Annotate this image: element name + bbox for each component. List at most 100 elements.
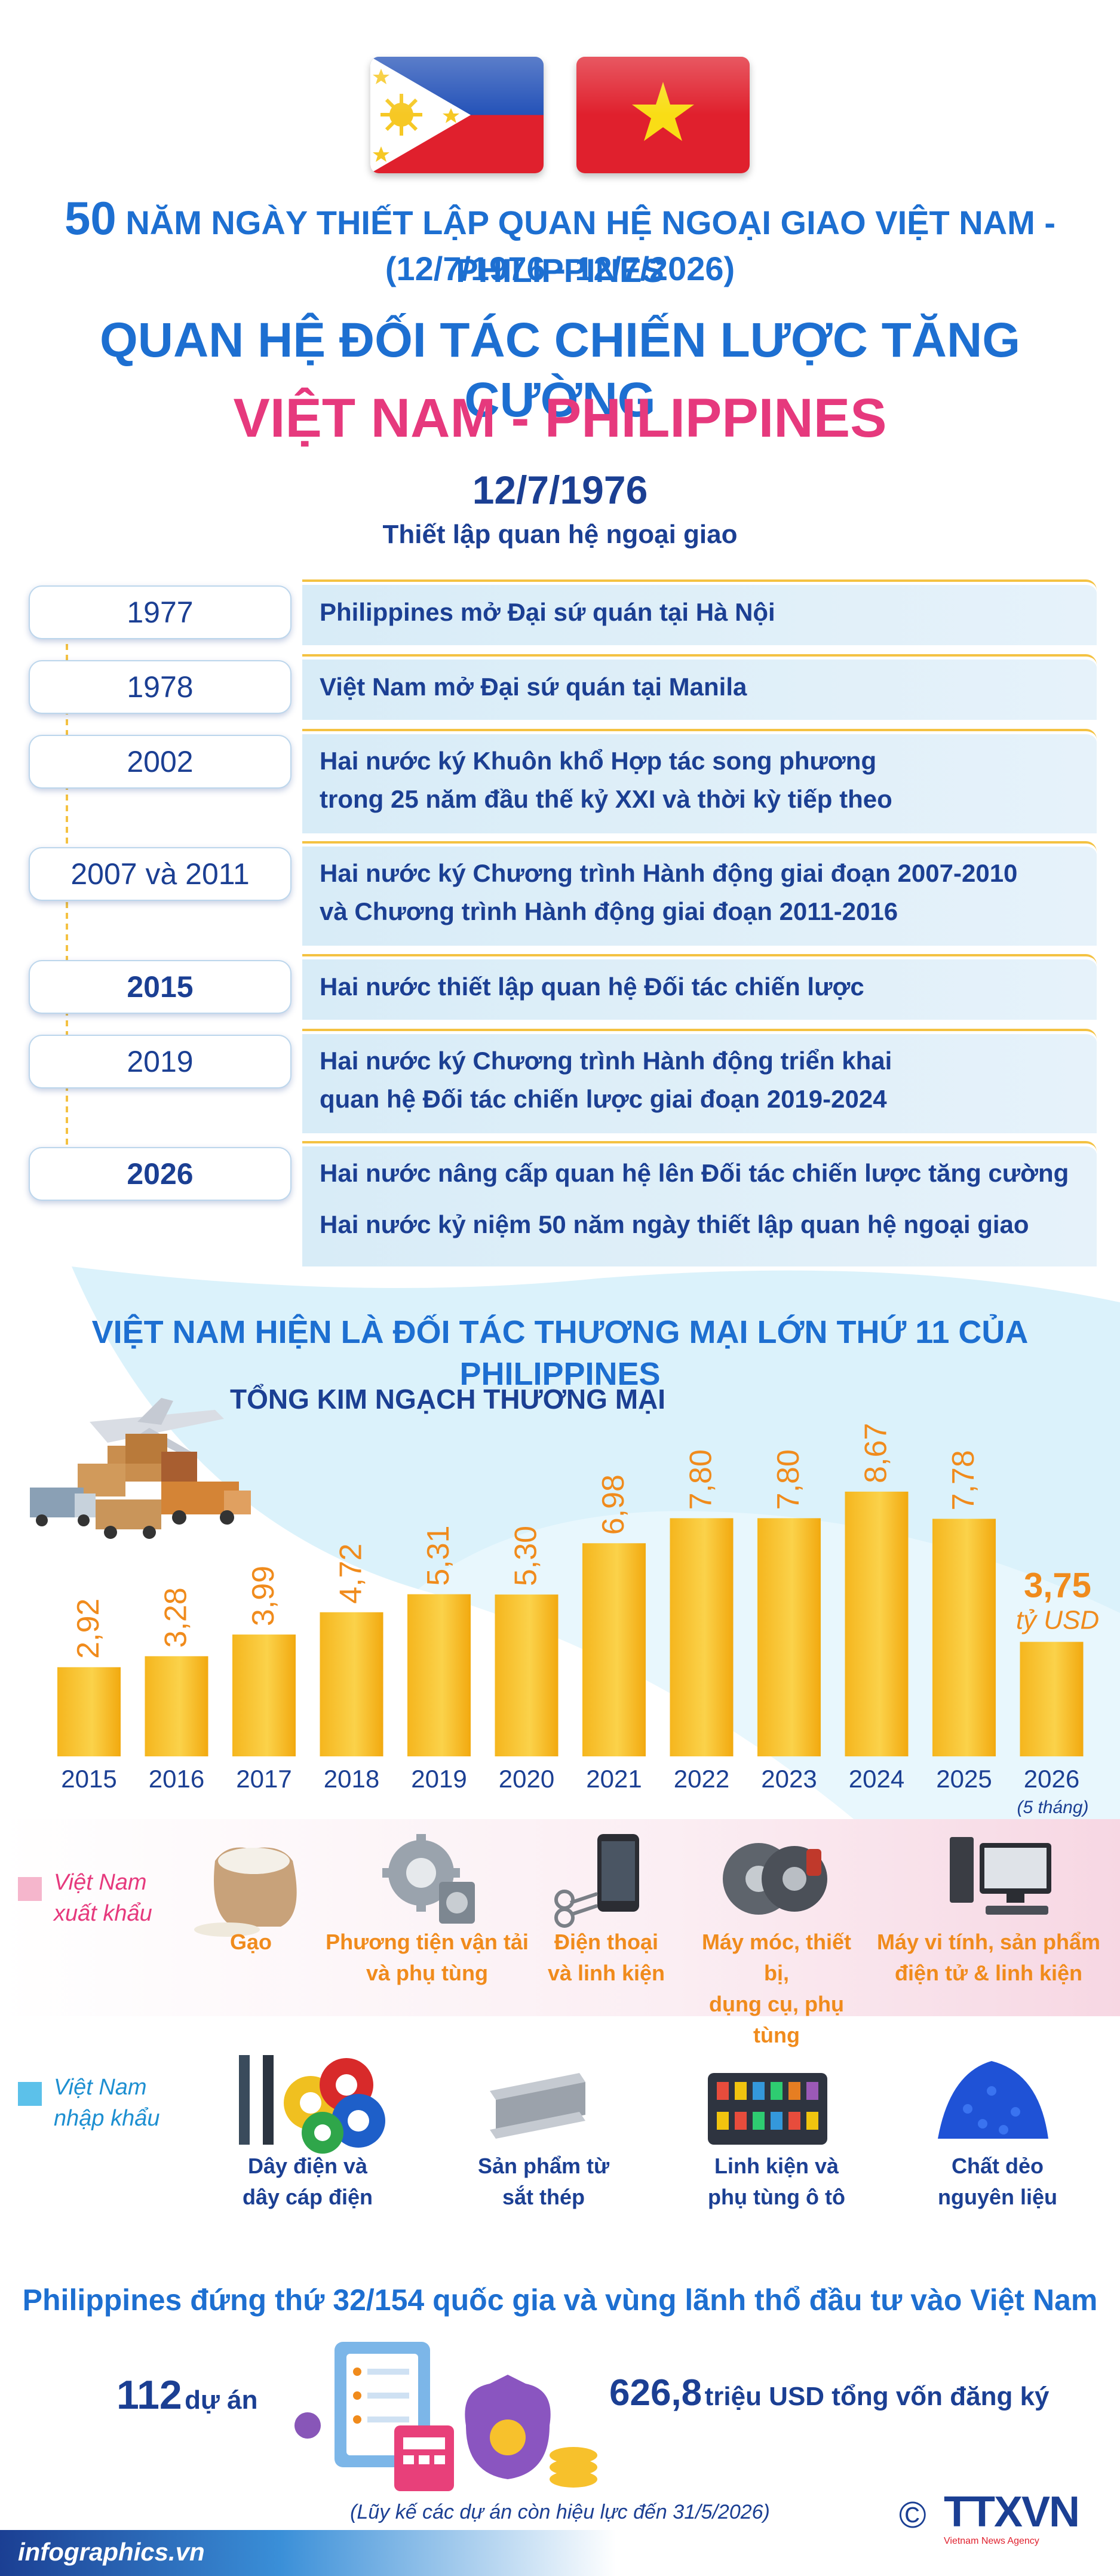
trade-heading: VIỆT NAM HIỆN LÀ ĐỐI TÁC THƯƠNG MẠI LỚN … [91, 1314, 1029, 1392]
chart-bar [407, 1594, 471, 1756]
x-tick-label: 2018 [324, 1765, 379, 1793]
timeline-text: Hai nước thiết lập quan hệ Đối tác chiến… [320, 973, 864, 1001]
agency-logo: TTXVN Vietnam News Agency [944, 2488, 1099, 2554]
import-item-label-line: sắt thép [502, 2185, 585, 2209]
anniversary-text: NĂM NGÀY THIẾT LẬP QUAN HỆ NGOẠI GIAO VI… [125, 204, 1055, 289]
export-item-label: Máy móc, thiết bị, dụng cụ, phụ tùng [687, 1927, 866, 2051]
capital-label: triệu USD tổng vốn đăng ký [704, 2382, 1050, 2411]
capital-stat: 626,8 triệu USD tổng vốn đăng ký [609, 2372, 1050, 2414]
chart-bar [232, 1634, 296, 1756]
import-side-label-line: Việt Nam [54, 2075, 147, 2100]
export-item-label-line: Máy vi tính, sản phẩm [876, 1930, 1101, 1954]
chart-bar [582, 1543, 646, 1756]
export-marker [18, 1877, 42, 1901]
establish-date: 12/7/1976 [472, 468, 648, 512]
timeline-text: Hai nước ký Chương trình Hành động giai … [320, 859, 1018, 887]
export-side-label-line: Việt Nam [54, 1870, 147, 1895]
fuse-box-icon [708, 2073, 827, 2145]
export-item-label-line: Phương tiện vận tải [326, 1930, 529, 1954]
bar-value-label: 2,92 [71, 1599, 106, 1659]
agency-logo-text: TTXVN [944, 2488, 1080, 2536]
timeline-text: quan hệ Đối tác chiến lược giai đoạn 201… [320, 1085, 887, 1113]
trade-chart: 2,92 2015 3,28 2016 3,99 2017 4,72 2018 5,31 2019… [57, 1423, 1099, 1817]
import-item-label-line: dây cáp điện [242, 2185, 373, 2209]
copyright-icon: © [899, 2495, 926, 2536]
investment-note: (Lũy kế các dự án còn hiệu lực đến 31/5/… [350, 2501, 770, 2523]
bar-value-label: 3,75 [1024, 1566, 1091, 1605]
export-side-label-line: xuất khẩu [54, 1901, 152, 1926]
timeline-bar [302, 654, 1097, 720]
plastic-pellets-icon [938, 2061, 1048, 2139]
x-tick-label: 2025 [936, 1765, 992, 1793]
timeline-bar [302, 954, 1097, 1020]
chart-title: TỔNG KIM NGẠCH THƯƠNG MẠI [230, 1384, 666, 1415]
chart-bar [495, 1594, 559, 1756]
chart-bar [320, 1612, 383, 1756]
export-item-label: Máy vi tính, sản phẩm điện tử & linh kiệ… [869, 1927, 1108, 1989]
timeline-item: 1977 Philippines mở Đại sứ quán tại Hà N… [24, 579, 1097, 645]
brake-disc-icon [723, 1843, 827, 1915]
timeline-bar [302, 1029, 1097, 1133]
cable-icon [239, 2055, 385, 2154]
export-item-label-line: Gạo [229, 1930, 272, 1954]
import-item-label-line: nguyên liệu [937, 2185, 1058, 2209]
timeline-year: 1977 [29, 585, 291, 639]
x-tick-label: 2026 [1024, 1765, 1079, 1793]
x-tick-label: 2019 [411, 1765, 467, 1793]
phone-icon [554, 1834, 639, 1928]
chart-bar [932, 1519, 996, 1756]
bar-value-label: 5,31 [421, 1525, 456, 1586]
anniversary-heading: 50 NĂM NGÀY THIẾT LẬP QUAN HỆ NGOẠI GIAO… [0, 194, 1120, 295]
timeline-item: 1978 Việt Nam mở Đại sứ quán tại Manila [24, 654, 1097, 720]
chart-bar [1020, 1642, 1084, 1756]
bar-value-label: 6,98 [596, 1474, 631, 1535]
anniversary-dates: (12/7/1976 - 12/7/2026) [385, 250, 735, 287]
projects-stat: 112 dự án [116, 2372, 257, 2418]
timeline-text: Hai nước kỷ niệm 50 năm ngày thiết lập q… [320, 1210, 1029, 1238]
x-tick-label: 2017 [236, 1765, 291, 1793]
timeline-text: Hai nước nâng cấp quan hệ lên Đối tác ch… [320, 1159, 1069, 1187]
bar-value-label: 7,80 [771, 1449, 806, 1510]
timeline-year: 2007 và 2011 [29, 847, 291, 901]
import-item-label: Dây điện và dây cáp điện [215, 2151, 400, 2213]
timeline-year: 2019 [29, 1035, 291, 1088]
timeline-text: Hai nước ký Khuôn khổ Hợp tác song phươn… [320, 747, 877, 775]
footer-bar [0, 2530, 1120, 2576]
timeline-item: 2002 Hai nước ký Khuôn khổ Hợp tác song … [24, 729, 1097, 833]
timeline-bar [302, 729, 1097, 833]
timeline-item: 2015 Hai nước thiết lập quan hệ Đối tác … [24, 954, 1097, 1020]
investment-illustration [294, 2342, 597, 2491]
bar-value-label: 7,80 [684, 1449, 719, 1510]
chart-bar [845, 1491, 909, 1756]
timeline-year: 1978 [29, 660, 291, 714]
timeline-text: Hai nước ký Chương trình Hành động triển… [320, 1047, 892, 1075]
capital-value: 626,8 [609, 2372, 702, 2414]
x-tick-label: 2023 [761, 1765, 817, 1793]
timeline-bar [302, 1141, 1097, 1266]
computer-icon [950, 1837, 1051, 1915]
timeline-connector [66, 633, 68, 1171]
rice-sack-icon [194, 1847, 297, 1937]
x-tick-label: 2021 [586, 1765, 642, 1793]
timeline-text: và Chương trình Hành động giai đoạn 2011… [320, 897, 898, 925]
import-side-label: Việt Nam nhập khẩu [54, 2072, 160, 2134]
bar-value-label: 3,28 [159, 1587, 194, 1648]
timeline-bar [302, 579, 1097, 645]
bar-value-label: 7,78 [946, 1450, 981, 1510]
export-item-label-line: Máy móc, thiết bị, [701, 1930, 852, 1985]
timeline-item: 2026 Hai nước nâng cấp quan hệ lên Đối t… [24, 1141, 1097, 1266]
export-item-label-line: dụng cụ, phụ tùng [709, 1992, 844, 2047]
x-tick-label: 2022 [674, 1765, 729, 1793]
timeline-item: 2019 Hai nước ký Chương trình Hành động … [24, 1029, 1097, 1133]
export-side-label: Việt Nam xuất khẩu [54, 1867, 152, 1929]
x-tick-label: 2020 [499, 1765, 554, 1793]
chart-bar [757, 1518, 821, 1756]
bar-value-label: 5,30 [509, 1526, 544, 1586]
x-tick-label: 2015 [61, 1765, 116, 1793]
bar-value-label: 3,99 [246, 1566, 281, 1626]
bar-value-label: 8,67 [859, 1423, 894, 1483]
agency-logo-sub: Vietnam News Agency [944, 2536, 1039, 2546]
import-item-label-line: Linh kiện và [714, 2154, 839, 2178]
cargo-illustration [30, 1398, 251, 1539]
timeline-year: 2026 [29, 1147, 291, 1201]
